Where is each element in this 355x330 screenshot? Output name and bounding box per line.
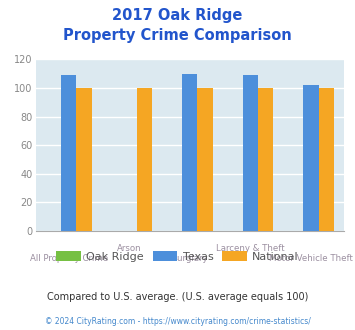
Text: Motor Vehicle Theft: Motor Vehicle Theft	[269, 254, 353, 263]
Bar	[197, 88, 213, 231]
Text: © 2024 CityRating.com - https://www.cityrating.com/crime-statistics/: © 2024 CityRating.com - https://www.city…	[45, 317, 310, 326]
Bar	[76, 88, 92, 231]
Text: Arson: Arson	[117, 244, 142, 253]
Bar	[243, 75, 258, 231]
Text: Property Crime Comparison: Property Crime Comparison	[63, 28, 292, 43]
Legend: Oak Ridge, Texas, National: Oak Ridge, Texas, National	[52, 247, 303, 267]
Text: Burglary: Burglary	[171, 254, 208, 263]
Bar	[304, 85, 319, 231]
Bar	[137, 88, 152, 231]
Text: Compared to U.S. average. (U.S. average equals 100): Compared to U.S. average. (U.S. average …	[47, 292, 308, 302]
Bar	[319, 88, 334, 231]
Bar	[61, 75, 76, 231]
Text: All Property Crime: All Property Crime	[30, 254, 108, 263]
Text: 2017 Oak Ridge: 2017 Oak Ridge	[112, 8, 243, 23]
Bar	[258, 88, 273, 231]
Bar	[182, 74, 197, 231]
Text: Larceny & Theft: Larceny & Theft	[216, 244, 285, 253]
